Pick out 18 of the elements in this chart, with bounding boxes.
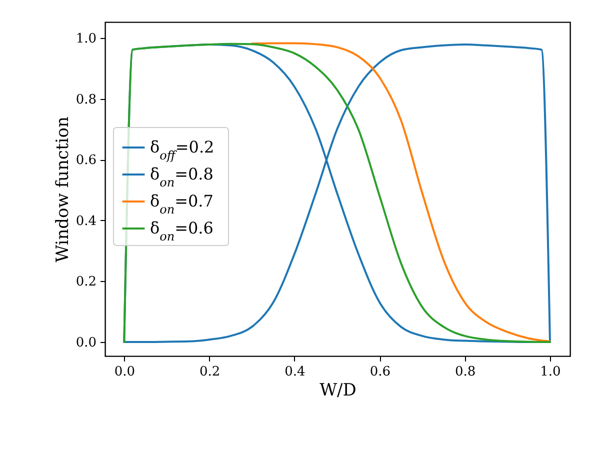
x-tick-label: 0.0 bbox=[114, 364, 136, 380]
y-tick-label: 0.4 bbox=[76, 214, 96, 229]
x-tick-label: 0.4 bbox=[284, 364, 306, 380]
y-tick-label: 0.0 bbox=[76, 336, 96, 351]
y-tick-label: 0.8 bbox=[76, 92, 96, 108]
x-tick-label: 1.0 bbox=[540, 364, 561, 380]
legend-label: δ$_{on}$=0.6 bbox=[150, 218, 214, 244]
x-tick-label: 0.8 bbox=[454, 364, 476, 380]
x-tick-label: 0.6 bbox=[370, 364, 390, 380]
legend-label: δ$_{on}$=0.7 bbox=[150, 192, 214, 216]
y-tick-label: 1.0 bbox=[76, 32, 96, 47]
x-tick-label: 0.2 bbox=[199, 364, 220, 380]
legend-label: δ$_{on}$=0.8 bbox=[150, 164, 214, 190]
y-tick-label: 0.6 bbox=[76, 153, 96, 168]
legend-label: δ$_{off}$=0.2 bbox=[150, 138, 214, 162]
x-axis-title: W/D bbox=[320, 380, 356, 400]
y-tick-label: 0.2 bbox=[76, 274, 96, 290]
y-axis-title: Window function bbox=[52, 116, 73, 262]
